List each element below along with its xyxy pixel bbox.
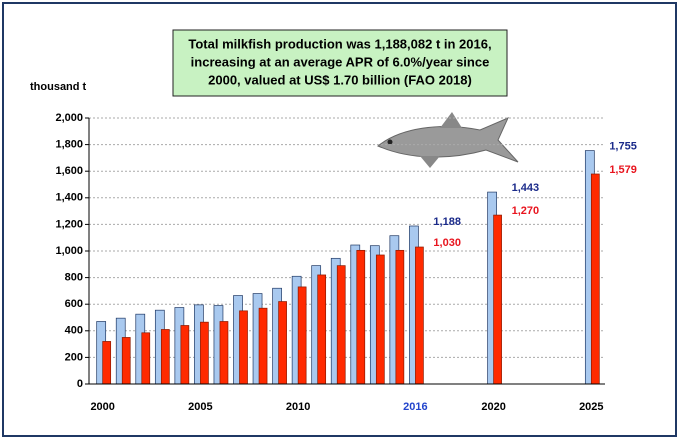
fish-illustration: [377, 112, 519, 168]
data-label: 1,579: [609, 164, 637, 176]
bar: [493, 214, 502, 385]
bar: [297, 286, 307, 385]
bar: [141, 332, 151, 385]
bar: [102, 341, 112, 385]
bar: [121, 337, 131, 385]
bar: [239, 310, 248, 385]
bar: [160, 329, 170, 385]
y-tick-label: 1,600: [55, 165, 83, 177]
chart-title: 2000, valued at US$ 1.70 billion (FAO 20…: [208, 72, 472, 87]
data-label: 1,030: [433, 237, 461, 249]
bar: [336, 265, 346, 385]
y-tick-label: 1,000: [55, 245, 83, 257]
y-tick-label: 800: [65, 272, 83, 284]
bar: [356, 249, 366, 385]
y-tick-label: 1,800: [55, 139, 83, 151]
bar: [317, 274, 327, 385]
bar: [415, 246, 424, 385]
bar: [180, 325, 190, 385]
y-axis-label: thousand t: [30, 81, 87, 93]
x-tick-label: 2010: [286, 401, 310, 413]
y-tick-label: 400: [65, 325, 83, 337]
chart-title: Total milkfish production was 1,188,082 …: [188, 36, 491, 51]
bar: [395, 249, 405, 385]
title-box: [172, 29, 508, 97]
x-tick-label: 2016: [403, 401, 427, 413]
y-tick-label: 2,000: [55, 112, 83, 124]
bar: [278, 301, 287, 385]
x-tick-label: 2000: [90, 401, 114, 413]
x-tick-label: 2005: [188, 401, 212, 413]
bar: [200, 321, 209, 385]
chart-title: increasing at an average APR of 6.0%/yea…: [191, 54, 490, 69]
data-label: 1,443: [512, 182, 540, 194]
y-tick-label: 1,400: [55, 192, 83, 204]
y-tick-label: 1,200: [55, 218, 83, 230]
data-label: 1,188: [433, 216, 461, 228]
bar: [375, 254, 385, 385]
x-tick-label: 2020: [481, 401, 505, 413]
y-tick-label: 600: [65, 298, 83, 310]
x-tick-label: 2025: [579, 401, 603, 413]
y-tick-label: 200: [65, 351, 83, 363]
bar: [219, 321, 229, 385]
y-tick-label: 0: [77, 378, 83, 390]
data-label: 1,755: [609, 140, 637, 152]
bar: [590, 173, 600, 385]
data-label: 1,270: [512, 205, 540, 217]
bar: [258, 307, 268, 385]
